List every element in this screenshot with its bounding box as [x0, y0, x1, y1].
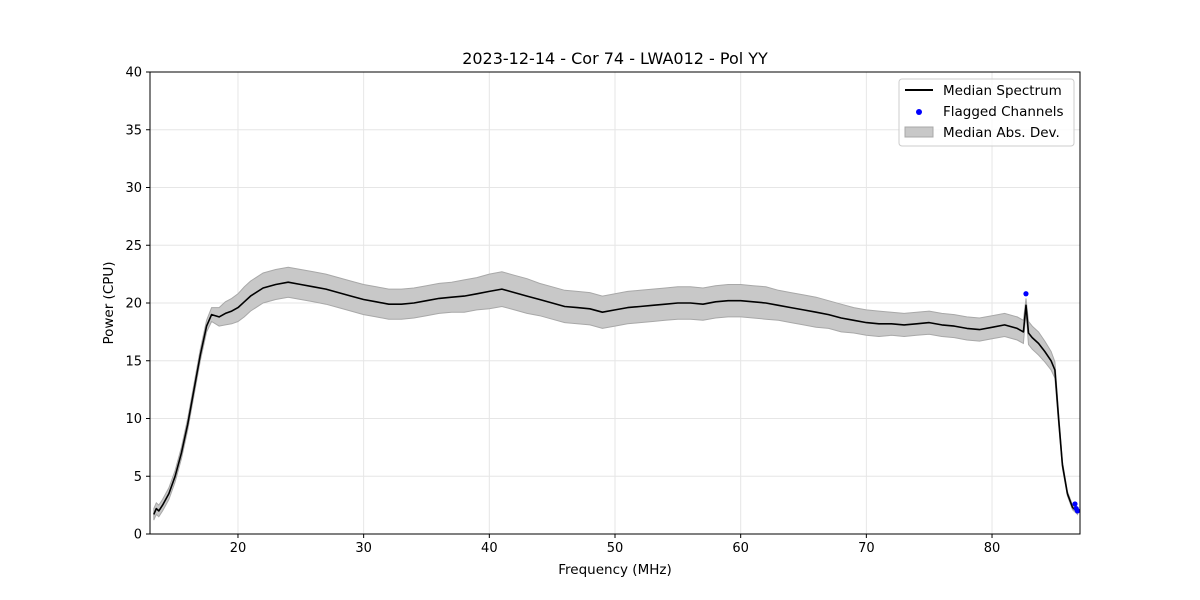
x-tick-label: 40 — [481, 541, 498, 556]
legend-label-median-spectrum: Median Spectrum — [943, 83, 1062, 99]
x-tick-label: 30 — [355, 541, 372, 556]
y-tick-label: 25 — [125, 239, 142, 254]
y-tick-label: 10 — [125, 412, 142, 427]
x-axis-label: Frequency (MHz) — [558, 562, 671, 578]
legend: Median Spectrum Flagged Channels Median … — [898, 78, 1075, 147]
x-tick-label: 60 — [732, 541, 749, 556]
x-axis: 20 30 40 50 60 70 80 — [230, 534, 1001, 556]
median-spectrum-line — [153, 281, 1079, 515]
legend-box — [898, 78, 1075, 147]
y-axis: 0 5 10 15 20 25 30 35 40 — [125, 66, 150, 543]
legend-label-mad: Median Abs. Dev. — [943, 125, 1060, 141]
x-tick-label: 70 — [858, 541, 875, 556]
mad-band-layer — [153, 266, 1078, 521]
y-tick-label: 20 — [125, 297, 142, 312]
y-tick-label: 35 — [125, 123, 142, 138]
x-tick-label: 50 — [607, 541, 624, 556]
mad-band — [153, 266, 1078, 521]
flagged-channel-point — [1074, 508, 1081, 514]
flagged-channel-point — [1072, 501, 1078, 507]
y-tick-label: 0 — [134, 528, 142, 543]
legend-marker-flagged — [916, 109, 922, 115]
legend-band-swatch — [904, 126, 934, 138]
legend-label-flagged-channels: Flagged Channels — [943, 104, 1064, 120]
x-tick-label: 80 — [984, 541, 1001, 556]
x-tick-label: 20 — [230, 541, 247, 556]
y-tick-label: 5 — [134, 470, 142, 485]
y-tick-label: 30 — [125, 181, 142, 196]
y-tick-label: 15 — [125, 354, 142, 369]
y-tick-label: 40 — [125, 66, 142, 81]
flagged-channel-point — [1023, 291, 1029, 297]
median-line-layer — [153, 281, 1079, 515]
y-axis-label: Power (CPU) — [101, 261, 117, 344]
chart-title: 2023-12-14 - Cor 74 - LWA012 - Pol YY — [462, 49, 768, 68]
flagged-points-layer — [1023, 291, 1081, 514]
